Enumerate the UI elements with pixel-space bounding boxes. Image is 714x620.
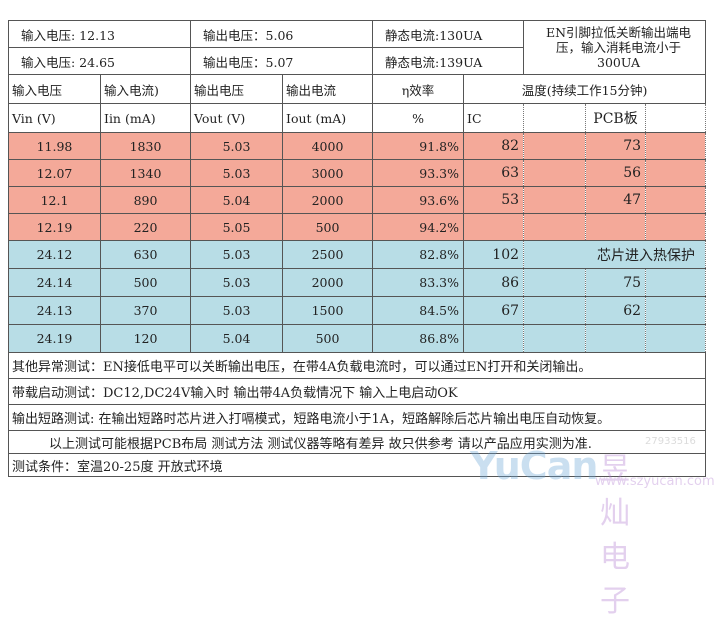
header-cell: Iin (mA) — [99, 103, 192, 133]
note-row: 其他异常测试：EN接低电平可以关断输出电压，在带4A负载电流时，可以通过EN打开… — [7, 352, 707, 379]
cell-pcb: 73 — [585, 132, 647, 160]
cell-iin: 370 — [99, 296, 192, 325]
note-row: 输出短路测试: 在输出短路时芯片进入打嗝模式，短路电流小于1A，短路解除后芯片输… — [7, 404, 707, 431]
data-row: 24.12 630 5.03 2500 82.8% 102 芯片进入热保护 — [8, 240, 707, 269]
header-cell: 输出电流 — [282, 74, 374, 104]
data-row: 12.07 1340 5.03 3000 93.3% 63 56 — [8, 159, 707, 187]
cell-vin: 12.1 — [8, 186, 101, 214]
header-cell: Vout (V) — [190, 103, 284, 133]
cell-eff: 94.2% — [372, 213, 465, 241]
header-row: 输入电压 输入电流) 输出电压 输出电流 η效率 温度(持续工作15分钟) — [8, 74, 707, 104]
cell-vin: 11.98 — [8, 132, 101, 160]
header-cell: 输出电压 — [190, 74, 284, 104]
cell-eff: 83.3% — [372, 268, 465, 297]
cell-iin: 630 — [99, 240, 192, 269]
cell-ic: 63 — [463, 159, 525, 187]
cell-vout: 5.05 — [190, 213, 284, 241]
summary-row: 输入电压: 12.13 输出电压：5.06 静态电流:130UA EN引脚拉低关… — [7, 20, 707, 75]
cell-iin: 120 — [99, 324, 192, 353]
cell-eff: 93.3% — [372, 159, 465, 187]
data-row: 24.19 120 5.04 500 86.8% — [8, 324, 707, 353]
header-cell: Vin (V) — [8, 103, 101, 133]
cell-vout: 5.03 — [190, 268, 284, 297]
summary-iq: 静态电流:130UA — [372, 20, 525, 48]
cell-iout: 3000 — [282, 159, 374, 187]
header-cell: IC — [463, 103, 525, 133]
cell-ic: 53 — [463, 186, 525, 214]
cell-ic — [463, 324, 525, 353]
cell-iout: 4000 — [282, 132, 374, 160]
summary-row: 输入电压: 24.65 输出电压：5.07 静态电流:139UA — [7, 47, 706, 75]
cell-iin: 500 — [99, 268, 192, 297]
cell-pcb: 56 — [585, 159, 647, 187]
cell-vout: 5.04 — [190, 324, 284, 353]
cell-vout: 5.03 — [190, 132, 284, 160]
cell-vin: 24.12 — [8, 240, 101, 269]
cell-pcb — [585, 213, 647, 241]
cell-eff: 82.8% — [372, 240, 465, 269]
cell-iin: 890 — [99, 186, 192, 214]
cell-pcb: 47 — [585, 186, 647, 214]
data-row: 24.13 370 5.03 1500 84.5% 67 62 — [8, 296, 707, 325]
cell-iout: 2500 — [282, 240, 374, 269]
cell-pcb: 62 — [585, 296, 647, 325]
note-row: 测试条件：室温20-25度 开放式环境 — [7, 453, 707, 477]
cell-iout: 500 — [282, 213, 374, 241]
cell-eff: 91.8% — [372, 132, 465, 160]
data-row: 11.98 1830 5.03 4000 91.8% 82 73 — [8, 132, 707, 160]
cell-vout: 5.03 — [190, 296, 284, 325]
data-row: 12.19 220 5.05 500 94.2% — [8, 213, 707, 241]
cell-pcb: 75 — [585, 268, 647, 297]
cell-iout: 500 — [282, 324, 374, 353]
cell-iin: 1340 — [99, 159, 192, 187]
cell-vin: 12.19 — [8, 213, 101, 241]
cell-vout: 5.04 — [190, 186, 284, 214]
cell-iout: 2000 — [282, 268, 374, 297]
cell-iin: 1830 — [99, 132, 192, 160]
cell-eff: 86.8% — [372, 324, 465, 353]
cell-vin: 24.14 — [8, 268, 101, 297]
header-cell: η效率 — [372, 74, 465, 104]
data-row: 24.14 500 5.03 2000 83.3% 86 75 — [8, 268, 707, 297]
header-cell: 输入电压 — [8, 74, 101, 104]
header-cell: Iout (mA) — [282, 103, 374, 133]
summary-vout: 输出电压：5.06 — [190, 20, 374, 48]
cell-vout: 5.03 — [190, 240, 284, 269]
cell-iout: 2000 — [282, 186, 374, 214]
note-row: 带载启动测试：DC12,DC24V输入时 输出带4A负载情况下 输入上电启动OK — [7, 378, 707, 405]
summary-vin: 输入电压: 24.65 — [7, 47, 192, 75]
cell-eff: 84.5% — [372, 296, 465, 325]
cell-iin: 220 — [99, 213, 192, 241]
note-row: 以上测试可能根据PCB布局 测试方法 测试仪器等略有差异 故只供参考 请以产品应… — [7, 430, 707, 454]
cell-ic: 86 — [463, 268, 525, 297]
test-results-table: 输入电压: 12.13 输出电压：5.06 静态电流:130UA EN引脚拉低关… — [7, 20, 707, 477]
summary-vin: 输入电压: 12.13 — [7, 20, 192, 48]
cell-pcb — [585, 324, 647, 353]
summary-vout: 输出电压：5.07 — [190, 47, 374, 75]
header-cell: 输入电流) — [99, 74, 192, 104]
cell-iout: 1500 — [282, 296, 374, 325]
summary-iq: 静态电流:139UA — [372, 47, 525, 75]
cell-pcb: 芯片进入热保护 — [523, 240, 707, 269]
header-cell: 温度(持续工作15分钟) — [463, 74, 707, 104]
cell-eff: 93.6% — [372, 186, 465, 214]
header-cell: % — [372, 103, 465, 133]
cell-ic — [463, 213, 525, 241]
en-note: EN引脚拉低关断输出端电压，输入消耗电流小于300UA — [523, 20, 707, 75]
cell-vin: 24.19 — [8, 324, 101, 353]
header-row: Vin (V) Iin (mA) Vout (V) Iout (mA) % IC… — [8, 103, 707, 133]
cell-vin: 12.07 — [8, 159, 101, 187]
cell-vin: 24.13 — [8, 296, 101, 325]
data-row: 12.1 890 5.04 2000 93.6% 53 47 — [8, 186, 707, 214]
cell-ic: 102 — [463, 240, 525, 269]
cell-ic: 82 — [463, 132, 525, 160]
header-cell: PCB板 — [585, 103, 647, 133]
cell-ic: 67 — [463, 296, 525, 325]
cell-vout: 5.03 — [190, 159, 284, 187]
